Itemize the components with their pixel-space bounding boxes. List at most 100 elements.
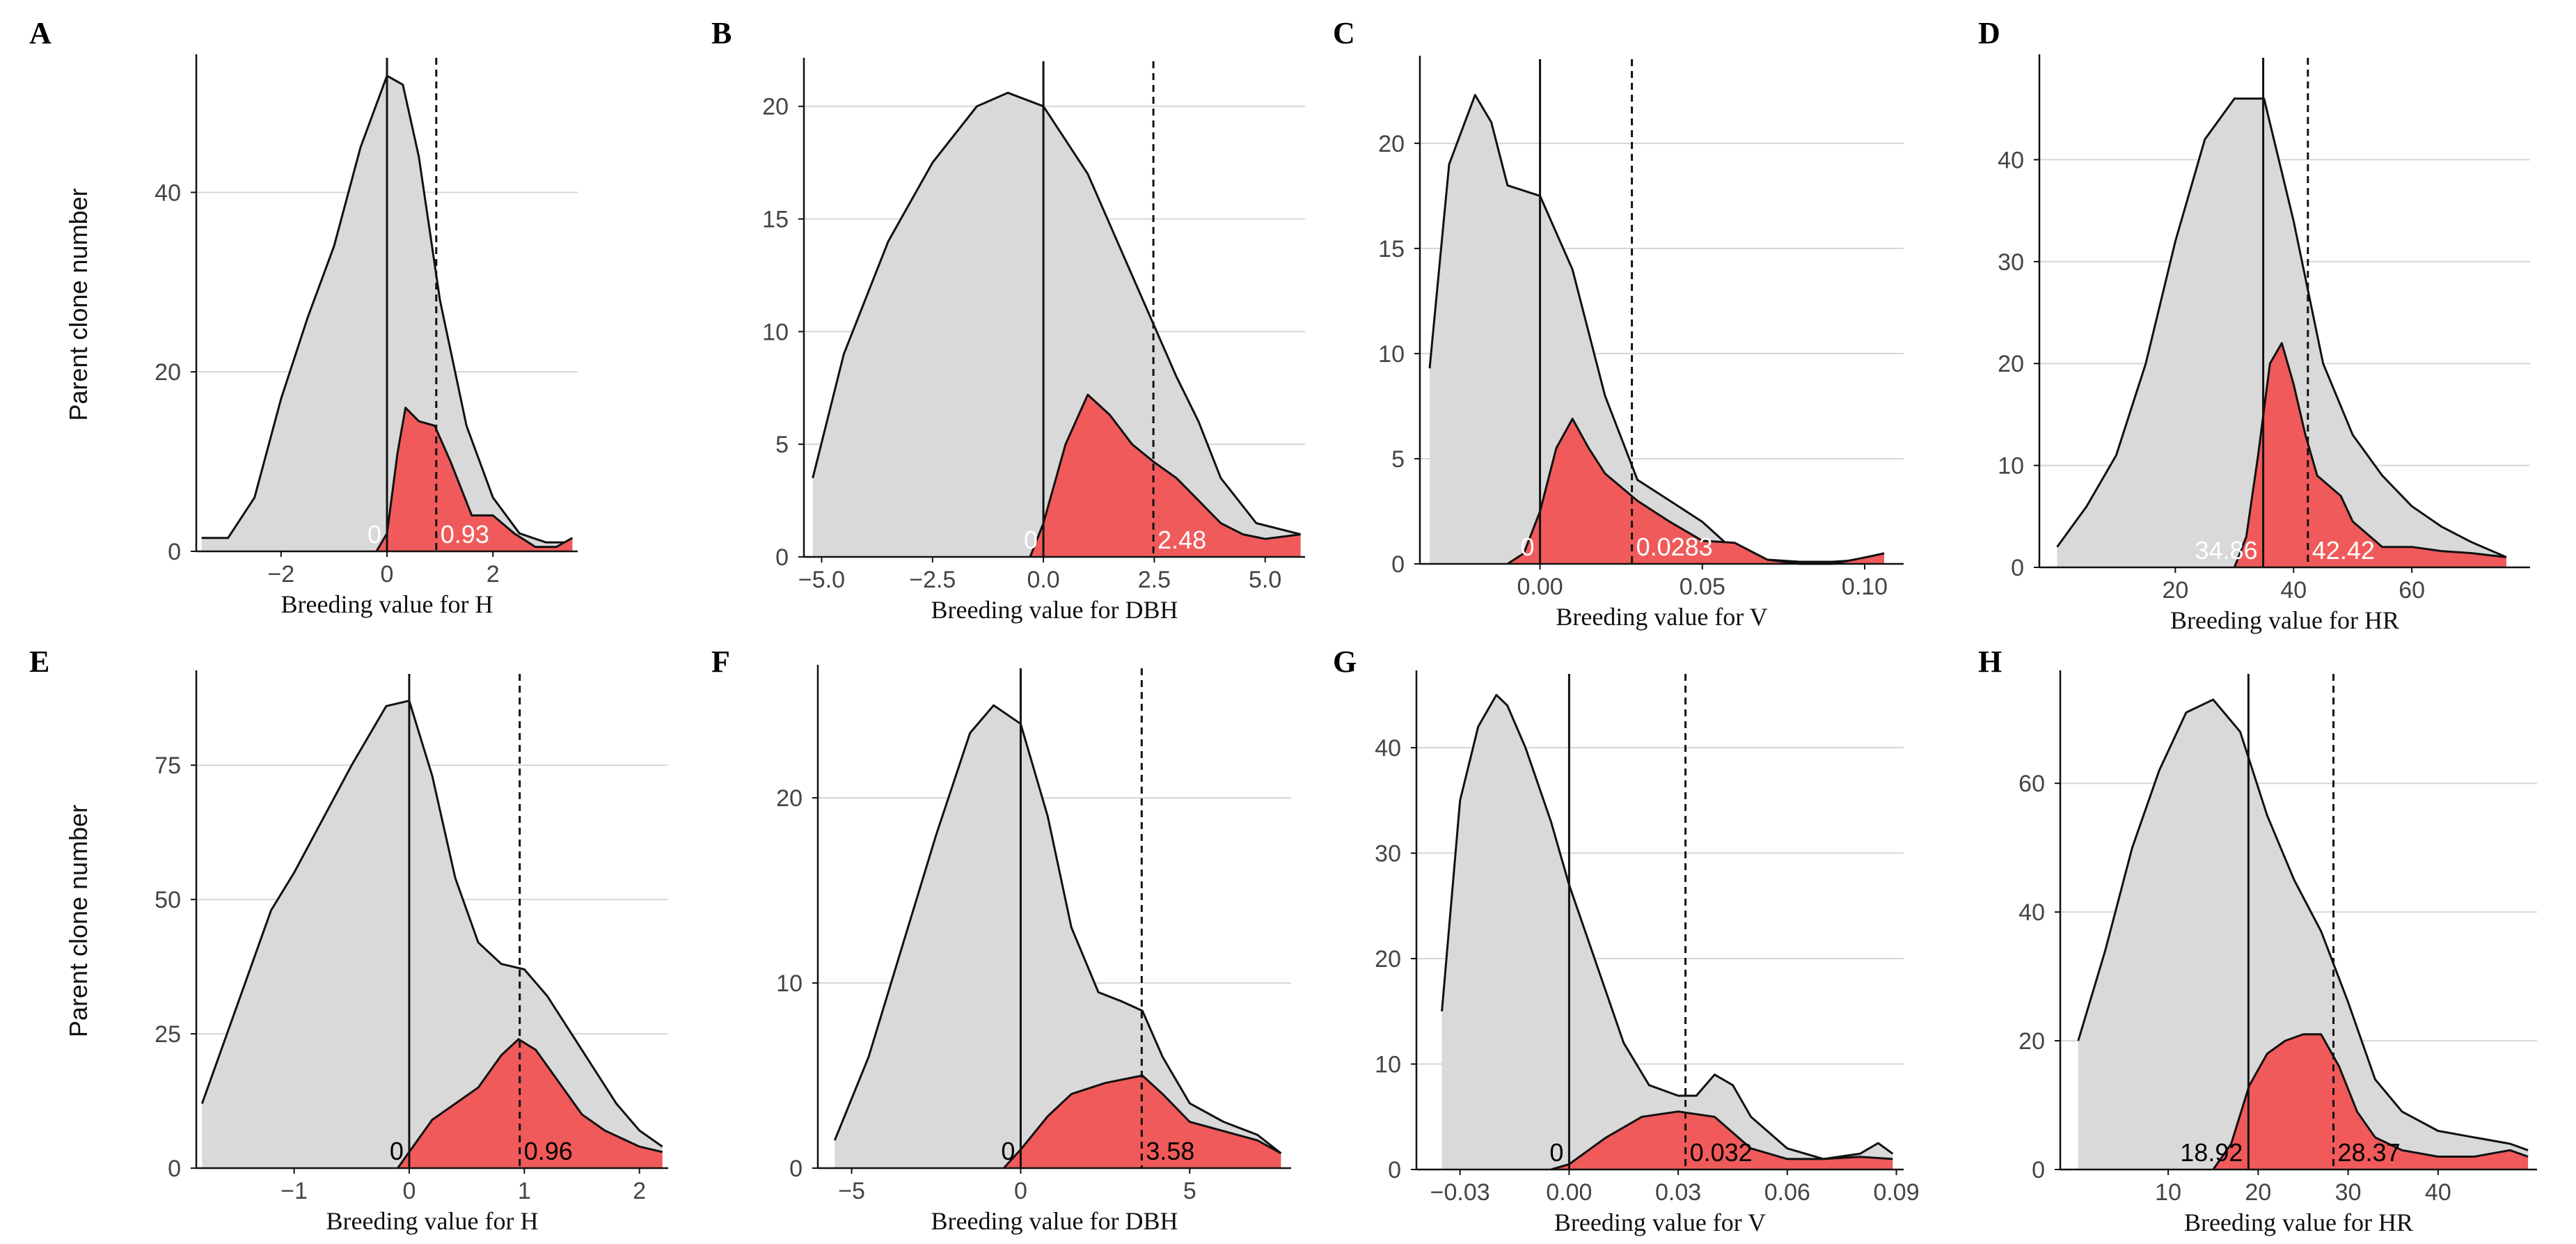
- panel-b: B 0 2.48 0 5 10 15 20 −5.0 −2.5 0.0 2.5 5.0 Breeding …: [711, 16, 1305, 624]
- mean-label-all: 0: [1549, 1138, 1563, 1167]
- density-area-selected: [397, 1039, 663, 1168]
- y-tick-label: 10: [1998, 453, 2024, 480]
- y-tick-label: 40: [2018, 899, 2045, 926]
- y-tick-label: 25: [155, 1021, 181, 1048]
- x-tick-label: 0: [402, 1178, 416, 1204]
- x-axis-title: Breeding value for V: [1554, 1208, 1766, 1236]
- y-tick-label: 5: [1391, 446, 1405, 473]
- density-area-all: [1429, 95, 1884, 564]
- density-area-all: [2057, 98, 2506, 568]
- panel-e: E 0 0.96 0 25 50 75 −1 0 1 2 Breeding value for H Pa…: [29, 645, 668, 1235]
- panel-letter: D: [1978, 16, 2000, 50]
- y-axis-title: Parent clone number: [64, 188, 93, 420]
- panel-letter: A: [29, 16, 52, 50]
- density-outline-selected: [397, 1038, 663, 1169]
- x-tick-label: 5.0: [1249, 567, 1281, 593]
- density-outline-selected: [2212, 1033, 2529, 1170]
- y-tick-label: 50: [155, 887, 181, 913]
- panel-letter: B: [711, 16, 732, 50]
- density-outline-all: [812, 91, 1301, 536]
- y-tick-label: 20: [1375, 946, 1401, 973]
- panel-letter: F: [711, 645, 730, 679]
- y-tick-label: 15: [1378, 236, 1405, 262]
- density-area-all: [1441, 695, 1893, 1170]
- mean-label-selected: 28.37: [2338, 1138, 2401, 1167]
- y-tick-label: 0: [1388, 1157, 1401, 1183]
- mean-label-selected: 0.032: [1690, 1138, 1753, 1167]
- x-tick-label: 2.5: [1138, 567, 1171, 593]
- y-tick-label: 0: [775, 544, 789, 571]
- x-tick-label: 0.00: [1546, 1179, 1592, 1206]
- x-axis-title: Breeding value for HR: [2184, 1208, 2413, 1236]
- y-tick-label: 0: [1391, 551, 1405, 578]
- density-outline-all: [1428, 93, 1885, 563]
- density-area-all: [812, 93, 1301, 558]
- mean-label-all: 0: [390, 1137, 404, 1165]
- y-tick-label: 40: [155, 180, 181, 206]
- panel-letter: H: [1978, 645, 2002, 679]
- density-outline-all: [201, 74, 573, 544]
- y-tick-label: 20: [1998, 351, 2024, 377]
- density-area-selected: [2234, 343, 2506, 567]
- x-tick-label: 0.05: [1680, 574, 1725, 600]
- mean-label-all: 34.86: [2195, 536, 2257, 565]
- x-tick-label: 5: [1183, 1178, 1196, 1204]
- density-outline-selected: [1550, 1110, 1893, 1171]
- x-axis-title: Breeding value for HR: [2170, 606, 2399, 634]
- x-tick-label: 2: [487, 561, 500, 588]
- density-outline-all: [200, 700, 663, 1148]
- y-tick-label: 15: [762, 207, 789, 233]
- x-axis-title: Breeding value for H: [326, 1207, 539, 1235]
- x-tick-label: −0.03: [1430, 1179, 1490, 1206]
- y-tick-label: 75: [155, 753, 181, 779]
- x-tick-label: −2.5: [909, 567, 956, 593]
- x-tick-label: 0: [1014, 1178, 1027, 1204]
- y-tick-label: 0: [168, 539, 181, 565]
- x-tick-label: −5: [838, 1178, 865, 1204]
- panel-letter: E: [29, 645, 49, 679]
- x-tick-label: 2: [633, 1178, 646, 1204]
- y-tick-label: 10: [1375, 1052, 1401, 1078]
- mean-label-selected: 2.48: [1157, 526, 1206, 554]
- y-axis-title: Parent clone number: [64, 805, 93, 1037]
- y-tick-label: 10: [762, 319, 789, 345]
- density-area-selected: [376, 407, 573, 551]
- y-tick-label: 60: [2018, 771, 2045, 797]
- y-tick-label: 20: [1378, 131, 1405, 157]
- x-tick-label: 60: [2399, 577, 2425, 604]
- mean-label-all: 0: [1024, 526, 1038, 554]
- density-area-all: [2078, 700, 2529, 1170]
- density-outline-selected: [375, 407, 574, 552]
- panel-h: H 18.92 28.37 0 20 40 60 10 20 30 40 Breeding value…: [1978, 645, 2537, 1236]
- x-tick-label: 40: [2280, 577, 2307, 604]
- mean-label-all: 18.92: [2180, 1138, 2243, 1167]
- mean-label-all: 0: [1521, 533, 1535, 561]
- mean-label-selected: 42.42: [2312, 536, 2375, 565]
- density-area-selected: [1507, 418, 1884, 564]
- mean-label-selected: 0.96: [524, 1137, 573, 1165]
- y-tick-label: 0: [2011, 555, 2024, 581]
- x-tick-label: 0: [381, 561, 394, 588]
- x-tick-label: 0.06: [1764, 1179, 1810, 1206]
- x-tick-label: 20: [2162, 577, 2188, 604]
- mean-label-selected: 3.58: [1146, 1137, 1194, 1165]
- density-outline-all: [833, 704, 1282, 1154]
- y-tick-label: 10: [776, 970, 803, 997]
- y-tick-label: 0: [2032, 1157, 2045, 1183]
- y-tick-label: 10: [1378, 341, 1405, 368]
- x-axis-title: Breeding value for V: [1556, 603, 1767, 631]
- mean-label-selected: 0.93: [441, 520, 489, 549]
- y-tick-label: 20: [155, 359, 181, 386]
- x-axis-title: Breeding value for DBH: [931, 1207, 1178, 1235]
- y-tick-label: 0: [168, 1156, 181, 1182]
- mean-label-all: 0: [368, 520, 381, 549]
- panel-c: C 0 0.0283 0 5 10 15 20 0.00 0.05 0.10 Breeding val…: [1333, 16, 1904, 631]
- x-tick-label: 0.03: [1655, 1179, 1701, 1206]
- density-area-all: [835, 705, 1281, 1168]
- x-axis-title: Breeding value for H: [281, 590, 493, 618]
- density-area-selected: [1029, 395, 1301, 557]
- mean-label-selected: 0.0283: [1636, 533, 1713, 561]
